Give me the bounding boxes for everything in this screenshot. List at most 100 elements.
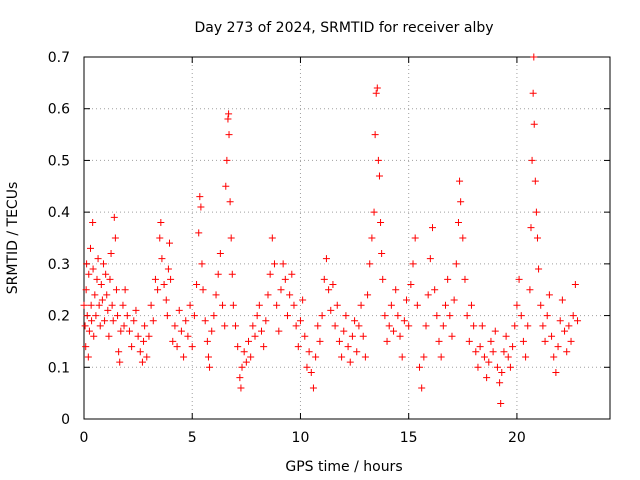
data-point [264,291,272,299]
data-point [543,312,551,320]
data-point [89,218,97,226]
data-point [398,353,406,361]
data-point [331,322,339,330]
data-point [426,255,434,263]
data-point [498,368,506,376]
data-point [96,322,104,330]
data-marks [80,53,582,407]
data-point [85,270,93,278]
data-point [221,322,229,330]
data-point [292,322,300,330]
data-point [134,332,142,340]
data-point [83,260,91,268]
data-point [108,301,116,309]
data-point [357,301,365,309]
data-point [103,291,111,299]
data-point [465,337,473,345]
data-point [539,322,547,330]
data-point [116,358,124,366]
data-point [320,275,328,283]
data-point [439,322,447,330]
x-tick-label: 20 [508,430,526,446]
x-tick-label: 10 [292,430,310,446]
data-point [366,260,374,268]
data-point [413,301,421,309]
data-point [344,343,352,351]
data-point [81,322,89,330]
data-point [201,317,209,325]
data-point [112,286,120,294]
data-point [206,363,214,371]
data-point [138,358,146,366]
data-point [197,203,205,211]
data-point [567,337,575,345]
data-point [329,281,337,289]
data-point [82,343,90,351]
data-point [550,353,558,361]
data-point [348,332,356,340]
data-point [262,317,270,325]
data-point [125,327,133,335]
data-point [173,343,181,351]
data-point [224,115,232,123]
data-point [420,353,428,361]
data-point [85,327,93,335]
data-point [489,348,497,356]
data-point [361,353,369,361]
data-point [493,363,501,371]
data-point [214,270,222,278]
data-point [275,327,283,335]
data-point [446,312,454,320]
data-point [394,312,402,320]
data-point [193,281,201,289]
data-point [522,353,530,361]
data-point [184,332,192,340]
data-point [228,270,236,278]
data-point [151,275,159,283]
data-point [251,332,259,340]
data-point [164,265,172,273]
data-point [222,182,230,190]
data-point [234,343,242,351]
data-point [255,301,263,309]
data-point [383,337,391,345]
data-point [111,234,119,242]
y-tick-label: 0 [61,412,70,428]
data-point [454,218,462,226]
data-point [281,275,289,283]
data-point [237,384,245,392]
data-point [497,399,505,407]
data-point [93,275,101,283]
data-point [82,286,90,294]
data-point [286,291,294,299]
data-point [156,234,164,242]
data-point [268,234,276,242]
data-point [335,337,343,345]
data-point [212,291,220,299]
data-point [87,301,95,309]
x-tick-label: 15 [400,430,418,446]
data-point [210,312,218,320]
data-point [327,306,335,314]
data-point [325,286,333,294]
data-point [452,260,460,268]
data-point [517,312,525,320]
data-point [158,255,166,263]
data-point [86,244,94,252]
data-point [561,327,569,335]
data-point [229,301,237,309]
data-point [524,322,532,330]
data-point [84,353,92,361]
data-point [569,312,577,320]
data-point [485,358,493,366]
data-point [225,110,233,118]
data-point [338,353,346,361]
data-point [483,374,491,382]
data-point [120,322,128,330]
data-point [143,353,151,361]
data-point [195,229,203,237]
data-point [223,156,231,164]
data-point [182,317,190,325]
data-point [571,281,579,289]
y-tick-label: 0.4 [48,205,70,221]
